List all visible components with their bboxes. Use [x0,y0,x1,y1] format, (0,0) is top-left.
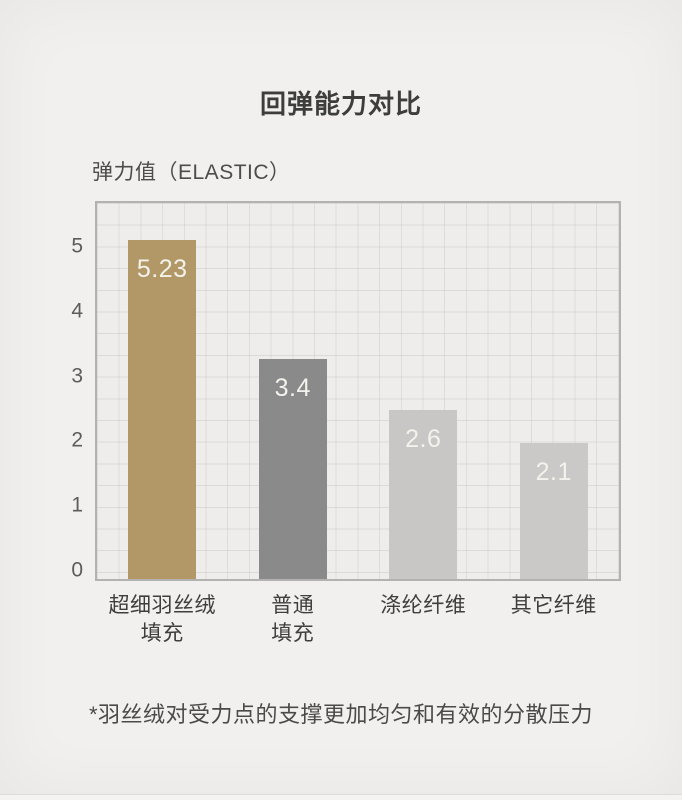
bar-slot: 2.6 [358,203,489,579]
chart-title: 回弹能力对比 [259,89,422,119]
y-tick-label: 5 [71,234,83,258]
bar-涤纶纤维: 2.6 [389,410,458,579]
bar-slot: 2.1 [489,203,620,579]
y-tick-label: 4 [71,299,83,323]
bar-其它纤维: 2.1 [519,443,588,579]
x-category-label: 其它纤维 [510,594,597,617]
footnote: *羽丝绒对受力点的支撑更加均匀和有效的分散压力 [88,701,594,727]
x-category-label: 普通 填充 [271,594,315,646]
y-axis-label: 弹力值（ELASTIC） [92,161,291,184]
bar-value-label: 2.1 [535,458,572,486]
bar-chart-plot-area: 0 1 2 3 4 5 5.23 3.4 2.6 2.1 [71,201,621,581]
bar-普通填充: 3.4 [258,359,327,579]
y-tick-label: 0 [71,558,83,582]
y-tick-label: 1 [71,493,83,517]
bar-超细羽丝绒填充: 5.23 [128,240,197,579]
bar-series: 5.23 3.4 2.6 2.1 [97,203,619,579]
y-tick-label: 2 [71,428,83,452]
y-tick-label: 3 [71,364,83,388]
bar-value-label: 2.6 [405,425,442,453]
bar-slot: 5.23 [97,203,228,579]
x-category-label: 涤纶纤维 [380,594,467,617]
bar-slot: 3.4 [228,203,359,579]
x-axis-labels: 超细羽丝绒 填充 普通 填充 涤纶纤维 其它纤维 [97,592,619,649]
bar-value-label: 3.4 [274,374,311,402]
bar-value-label: 5.23 [136,255,188,283]
x-category-label: 超细羽丝绒 填充 [108,594,216,646]
